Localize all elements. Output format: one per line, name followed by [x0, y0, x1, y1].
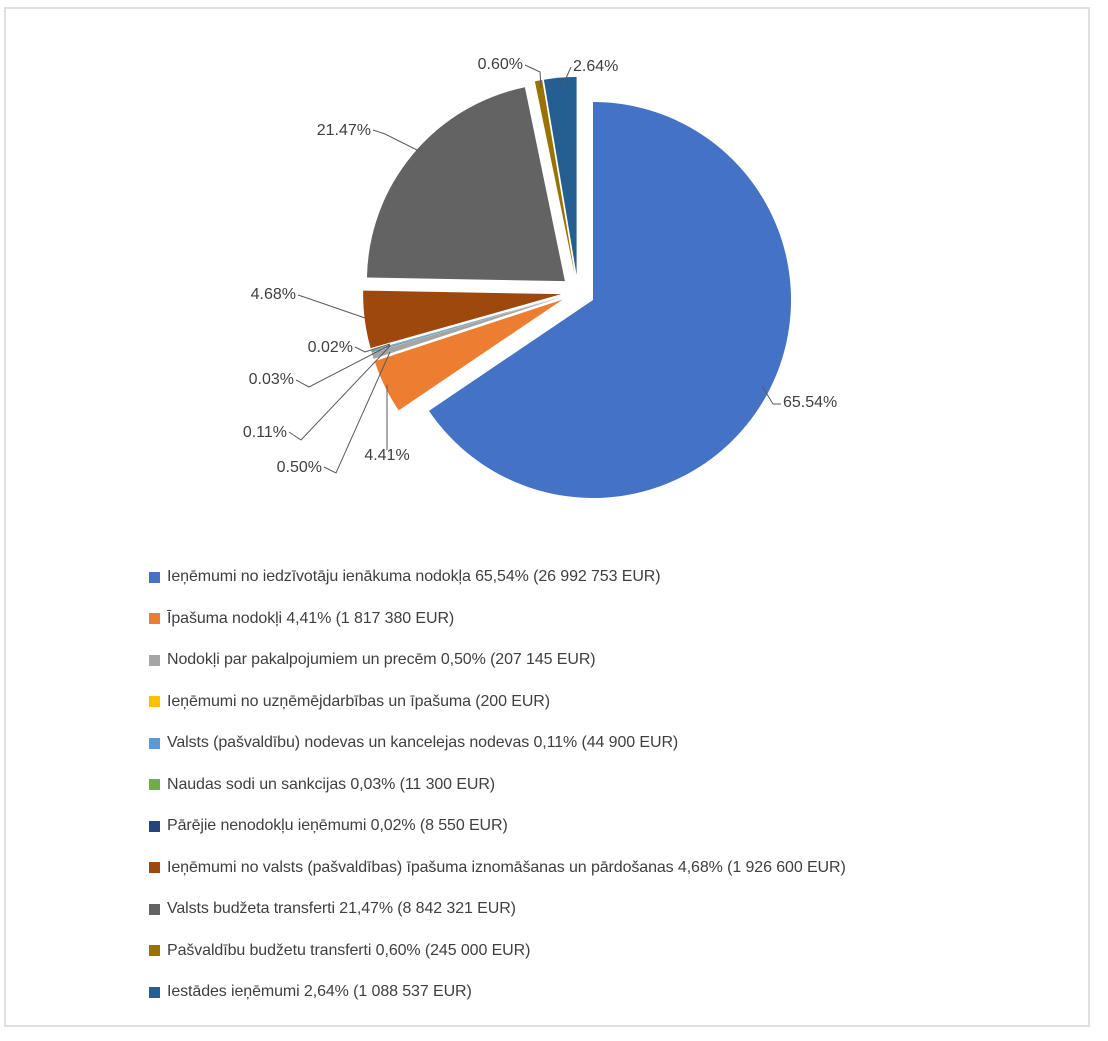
leader-line-10: [562, 66, 572, 86]
leader-line-0: [761, 385, 781, 405]
legend-item-7: Ieņēmumi no valsts (pašvaldības) īpašuma…: [149, 858, 846, 878]
leader-line-4: [288, 345, 391, 441]
legend-item-1: Īpašuma nodokļi 4,41% (1 817 380 EUR): [149, 609, 454, 629]
pie-slice-9: [534, 80, 575, 276]
pie-slice-10: [543, 77, 577, 276]
slice-label-5: 0.03%: [249, 371, 294, 388]
legend-item-label: Ieņēmumi no iedzīvotāju ienākuma nodokļa…: [167, 568, 661, 585]
legend-color-swatch: [149, 779, 160, 790]
legend-item-10: Iestādes ieņēmumi 2,64% (1 088 537 EUR): [149, 982, 472, 1002]
slice-label-2: 0.50%: [277, 459, 322, 476]
pie-slice-7: [363, 290, 562, 349]
legend-item-9: Pašvaldību budžetu transferti 0,60% (245…: [149, 941, 530, 961]
legend-color-swatch: [149, 820, 160, 832]
legend-item-8: Valsts budžeta transferti 21,47% (8 842 …: [149, 899, 516, 919]
pie-slice-5: [371, 296, 562, 352]
legend-item-5: Naudas sodi un sankcijas 0,03% (11 300 E…: [149, 775, 495, 795]
pie-slice-3: [371, 296, 562, 353]
legend-item-label: Īpašuma nodokļi 4,41% (1 817 380 EUR): [167, 609, 455, 627]
leader-line-9: [524, 64, 542, 89]
pie-slice-8: [366, 87, 565, 282]
pie-slice-1: [374, 299, 563, 411]
leader-line-6: [354, 343, 391, 353]
slice-label-1: 4.41%: [364, 447, 409, 464]
leader-line-5: [295, 344, 391, 388]
pie-slice-2: [371, 297, 562, 359]
legend-item-3: Ieņēmumi no uzņēmējdarbības un īpašuma (…: [149, 692, 550, 712]
slice-label-4: 0.11%: [243, 424, 287, 441]
legend-item-label: Valsts (pašvaldību) nodevas un kanceleja…: [167, 734, 679, 751]
legend-item-2: Nodokļi par pakalpojumiem un precēm 0,50…: [149, 650, 596, 670]
legend-item-4: Valsts (pašvaldību) nodevas un kanceleja…: [149, 733, 678, 753]
legend-color-swatch: [149, 696, 160, 707]
slice-label-7: 4.68%: [251, 286, 296, 303]
slice-label-6: 0.02%: [308, 339, 353, 356]
slice-label-0: 65.54%: [783, 394, 837, 411]
slice-label-8: 21.47%: [317, 122, 371, 139]
slice-label-10: 2.64%: [573, 58, 618, 75]
legend-item-label: Valsts budžeta transferti 21,47% (8 842 …: [167, 900, 516, 917]
legend-color-swatch: [149, 737, 160, 749]
legend-item-label: Ieņēmumi no valsts (pašvaldības) īpašuma…: [167, 858, 846, 876]
legend-item-label: Ieņēmumi no uzņēmējdarbības un īpašuma (…: [167, 692, 550, 710]
leader-line-7: [297, 294, 366, 319]
legend-item-label: Nodokļi par pakalpojumiem un precēm 0,50…: [167, 651, 596, 668]
pie-slice-6: [371, 296, 562, 351]
legend-item-label: Naudas sodi un sankcijas 0,03% (11 300 E…: [167, 775, 496, 793]
legend-color-swatch: [149, 654, 160, 666]
leader-line-2: [323, 351, 391, 474]
legend-color-swatch: [149, 903, 160, 915]
legend-item-label: Iestādes ieņēmumi 2,64% (1 088 537 EUR): [167, 983, 472, 1000]
legend-color-swatch: [149, 986, 160, 998]
legend-item-label: Pārējie nenodokļu ieņēmumi 0,02% (8 550 …: [167, 817, 508, 834]
slice-label-9: 0.60%: [478, 56, 523, 73]
pie-slice-0: [428, 101, 792, 498]
legend-item-label: Pašvaldību budžetu transferti 0,60% (245…: [167, 941, 531, 959]
legend-color-swatch: [149, 571, 160, 583]
legend-item-6: Pārējie nenodokļu ieņēmumi 0,02% (8 550 …: [149, 816, 508, 836]
leader-line-8: [372, 129, 420, 152]
pie-slice-4: [371, 296, 562, 353]
legend-item-0: Ieņēmumi no iedzīvotāju ienākuma nodokļa…: [149, 567, 661, 587]
legend-color-swatch: [149, 613, 160, 624]
chart-frame: [4, 7, 1090, 1027]
legend-color-swatch: [149, 945, 160, 956]
legend-color-swatch: [149, 862, 160, 873]
